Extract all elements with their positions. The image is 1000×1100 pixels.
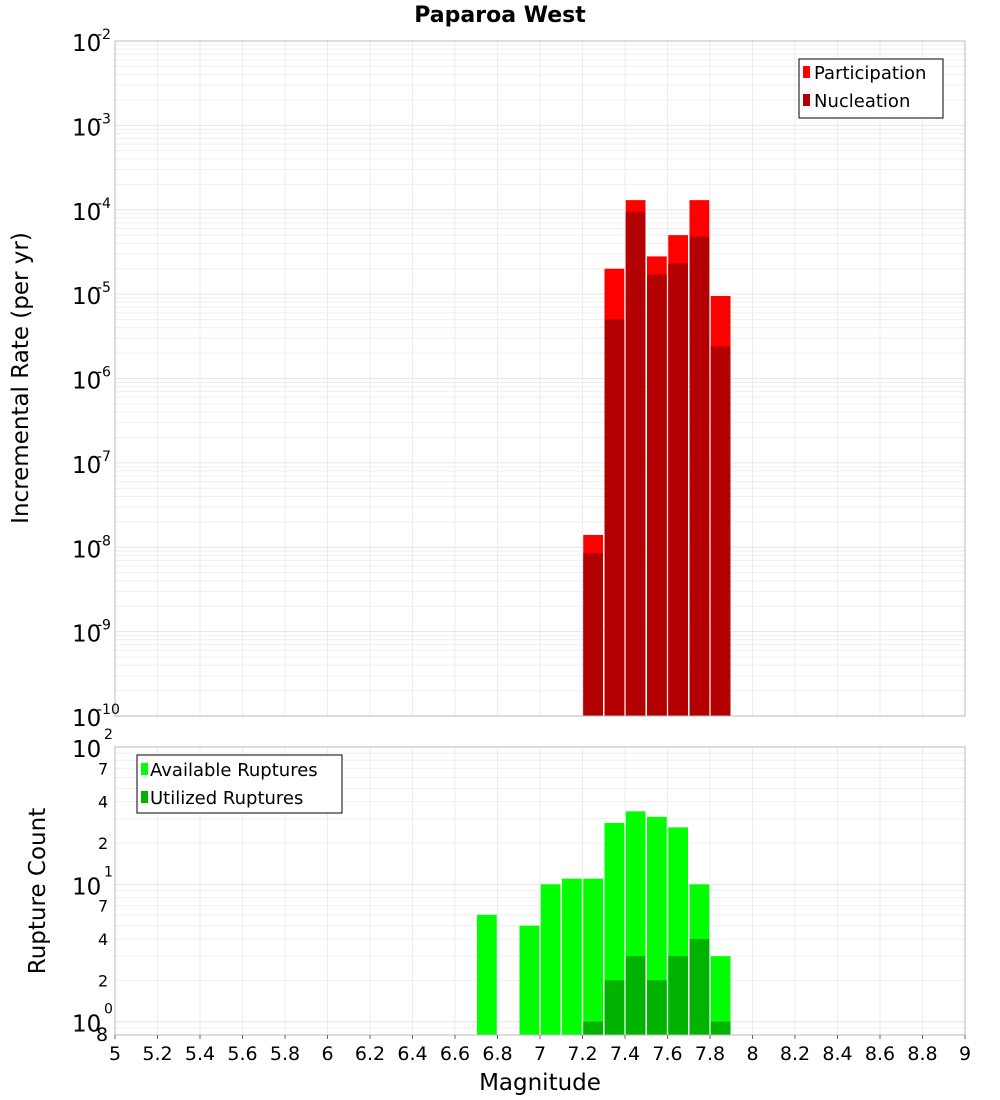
x-tick-label: 8.6	[865, 1043, 895, 1065]
rate-bars	[583, 200, 731, 716]
x-axis-label: Magnitude	[479, 1070, 601, 1096]
legend-swatch-participation	[803, 66, 810, 78]
y-minor-tick-label: 7	[98, 759, 108, 778]
y-tick-label: 10	[72, 622, 101, 648]
y-tick-exponent: 0	[104, 1002, 113, 1018]
bar-utilized-ruptures	[647, 980, 667, 1035]
x-tick-label: 7.6	[652, 1043, 682, 1065]
y-tick-exponent: -3	[97, 111, 111, 127]
bar-nucleation	[625, 211, 646, 716]
rate-legend: Participation Nucleation	[798, 58, 944, 119]
x-tick-label: 5.2	[142, 1043, 172, 1065]
x-tick-label: 7.4	[610, 1043, 640, 1065]
legend-label-utilized: Utilized Ruptures	[150, 788, 303, 809]
x-tick-label: 8.2	[780, 1043, 810, 1065]
y-tick-exponent: -5	[97, 280, 111, 296]
bar-available-ruptures	[583, 878, 603, 1035]
rate-y-axis-label: Incremental Rate (per yr)	[8, 232, 34, 524]
count-bars	[477, 811, 731, 1035]
y-tick-exponent: -10	[97, 702, 120, 718]
count-legend: Available Ruptures Utilized Ruptures	[136, 754, 343, 814]
x-tick-label: 8	[746, 1043, 758, 1065]
y-tick-exponent: -2	[97, 27, 111, 43]
legend-swatch-nucleation	[803, 94, 810, 106]
legend-swatch-available	[141, 763, 148, 775]
y-tick-exponent: -8	[97, 533, 111, 549]
legend-label-available: Available Ruptures	[150, 760, 318, 781]
y-tick-label: 10	[72, 874, 101, 900]
legend-label-nucleation: Nucleation	[814, 91, 910, 112]
x-tick-label: 6.6	[440, 1043, 470, 1065]
x-tick-label: 6.4	[397, 1043, 427, 1065]
x-tick-label: 8.8	[907, 1043, 937, 1065]
rate-plot-border	[114, 40, 966, 717]
legend-label-participation: Participation	[814, 63, 926, 84]
y-tick-exponent: -6	[97, 365, 111, 381]
count-legend-box	[136, 754, 343, 814]
bar-nucleation	[668, 263, 688, 716]
bar-nucleation	[710, 346, 731, 716]
x-tick-label: 5	[109, 1043, 121, 1065]
x-tick-label: 8.4	[822, 1043, 852, 1065]
x-tick-label: 6.2	[355, 1043, 385, 1065]
y-tick-label: 10	[72, 369, 101, 395]
y-tick-label: 10	[72, 537, 101, 563]
bar-nucleation	[689, 236, 710, 716]
bar-utilized-ruptures	[625, 956, 646, 1035]
rate-grid	[114, 40, 966, 717]
y-minor-tick-label: 2	[98, 834, 108, 853]
chart-title: Paparoa West	[414, 3, 586, 28]
y-tick-exponent: -4	[97, 196, 111, 212]
bar-available-ruptures	[710, 956, 731, 1035]
bar-nucleation	[647, 274, 667, 716]
x-tick-label: 7.8	[695, 1043, 725, 1065]
bar-utilized-ruptures	[710, 1021, 731, 1035]
rate-y-ticks: 10-210-310-410-510-610-710-810-910-10	[72, 27, 120, 732]
bar-nucleation	[604, 319, 625, 716]
x-tick-label: 5.8	[270, 1043, 300, 1065]
x-tick-label: 7.2	[567, 1043, 597, 1065]
y-minor-tick-label: 4	[98, 930, 108, 949]
y-tick-exponent: 1	[104, 864, 113, 880]
legend-swatch-utilized	[141, 791, 148, 803]
y-tick-label: 10	[72, 737, 101, 763]
y-tick-exponent: 2	[104, 727, 113, 743]
y-tick-label: 10	[72, 453, 101, 479]
x-tick-label: 6	[321, 1043, 333, 1065]
y-tick-exponent: -9	[97, 618, 111, 634]
y-tick-exponent: -7	[97, 449, 111, 465]
bar-available-ruptures	[562, 878, 582, 1035]
bar-available-ruptures	[540, 884, 561, 1035]
bar-utilized-ruptures	[604, 980, 625, 1035]
y-tick-label: 10	[72, 200, 101, 226]
y-tick-label: 10	[72, 31, 101, 57]
rate-legend-box	[798, 58, 944, 119]
rate-panel: 10-210-310-410-510-610-710-810-910-10 In…	[8, 27, 966, 732]
count-y-axis-label: Rupture Count	[25, 808, 51, 974]
y-tick-label: 10	[72, 706, 101, 732]
x-tick-label: 7	[534, 1043, 546, 1065]
y-minor-tick-label: 4	[98, 793, 108, 812]
x-tick-label: 5.4	[185, 1043, 215, 1065]
x-tick-label: 9	[959, 1043, 971, 1065]
bar-utilized-ruptures	[689, 939, 710, 1035]
x-ticks: 5 5.2 5.4 5.6 5.8 6 6.2 6.4 6.6 6.8 7 7.2 7.4 7.6 7.8 8…	[109, 1035, 971, 1065]
bar-utilized-ruptures	[583, 1021, 603, 1035]
y-tick-label: 10	[72, 1012, 101, 1038]
bar-available-ruptures	[477, 914, 497, 1035]
bar-nucleation	[583, 553, 603, 716]
x-tick-label: 5.6	[227, 1043, 257, 1065]
bar-available-ruptures	[519, 925, 540, 1035]
y-tick-label: 10	[72, 284, 101, 310]
y-minor-tick-label: 7	[98, 897, 108, 916]
y-minor-tick-label: 2	[98, 971, 108, 990]
bar-utilized-ruptures	[668, 956, 688, 1035]
y-minor-tick-label: 8	[96, 1024, 108, 1046]
y-tick-label: 10	[72, 115, 101, 141]
x-tick-label: 6.8	[482, 1043, 512, 1065]
